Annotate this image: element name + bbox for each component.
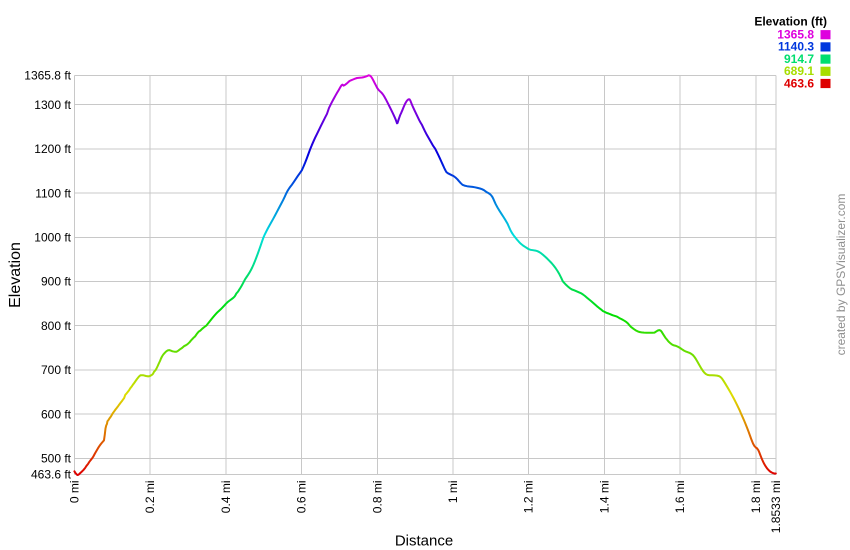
svg-text:1300 ft: 1300 ft <box>34 98 71 112</box>
svg-text:0.2 mi: 0.2 mi <box>143 481 157 514</box>
svg-text:0 mi: 0 mi <box>68 481 82 504</box>
svg-text:1.6 mi: 1.6 mi <box>673 481 687 514</box>
svg-text:1200 ft: 1200 ft <box>34 142 71 156</box>
svg-text:463.6 ft: 463.6 ft <box>31 468 72 482</box>
svg-text:1365.8: 1365.8 <box>777 28 814 42</box>
svg-text:600 ft: 600 ft <box>41 407 72 421</box>
svg-text:1 mi: 1 mi <box>446 481 460 504</box>
svg-text:500 ft: 500 ft <box>41 452 72 466</box>
svg-text:Elevation (ft): Elevation (ft) <box>754 15 827 29</box>
svg-text:1.8533 mi: 1.8533 mi <box>769 481 783 534</box>
svg-text:0.8 mi: 0.8 mi <box>370 481 384 514</box>
svg-text:800 ft: 800 ft <box>41 319 72 333</box>
svg-text:463.6: 463.6 <box>784 76 814 90</box>
svg-text:914.7: 914.7 <box>784 52 814 66</box>
svg-text:1140.3: 1140.3 <box>778 40 814 54</box>
svg-text:1000 ft: 1000 ft <box>34 231 71 245</box>
svg-text:1.4 mi: 1.4 mi <box>597 481 611 514</box>
svg-text:created by GPSVisualizer.com: created by GPSVisualizer.com <box>834 194 848 356</box>
svg-text:900 ft: 900 ft <box>41 275 72 289</box>
svg-text:0.4 mi: 0.4 mi <box>219 481 233 514</box>
svg-text:Elevation: Elevation <box>7 242 24 308</box>
svg-text:Distance: Distance <box>395 533 453 550</box>
svg-text:700 ft: 700 ft <box>41 363 72 377</box>
svg-text:1100 ft: 1100 ft <box>35 186 71 200</box>
svg-text:1365.8 ft: 1365.8 ft <box>24 69 71 83</box>
svg-text:689.1: 689.1 <box>784 64 814 78</box>
svg-text:1.2 mi: 1.2 mi <box>522 481 536 514</box>
svg-text:0.6 mi: 0.6 mi <box>295 481 309 514</box>
svg-text:1.8 mi: 1.8 mi <box>749 481 763 514</box>
